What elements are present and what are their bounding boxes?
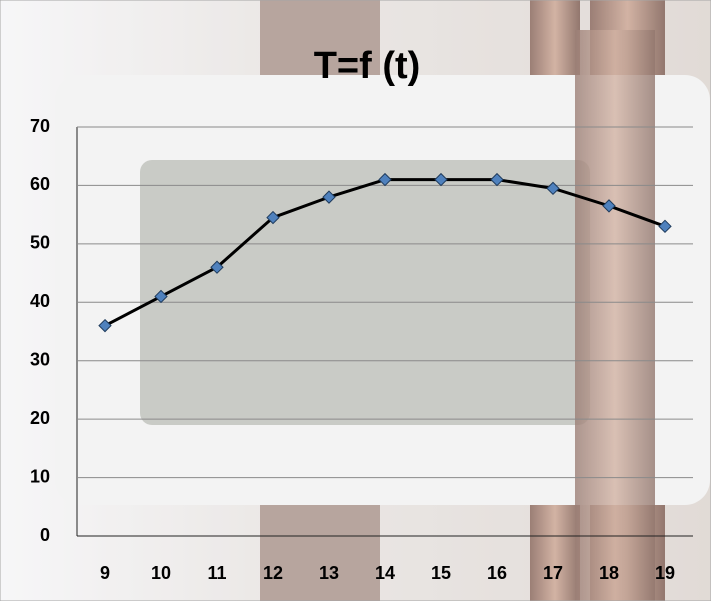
x-tick-label: 13	[319, 563, 339, 583]
x-tick-label: 19	[655, 563, 675, 583]
y-tick-label: 60	[30, 174, 50, 194]
y-tick-label: 40	[30, 291, 50, 311]
y-tick-label: 30	[30, 349, 50, 369]
x-tick-label: 10	[151, 563, 171, 583]
x-tick-label: 11	[207, 563, 226, 583]
x-tick-label: 16	[487, 563, 507, 583]
x-tick-label: 9	[100, 563, 110, 583]
y-tick-label: 70	[30, 116, 50, 136]
chart-title: T=f (t)	[314, 45, 421, 87]
background-photo	[0, 0, 711, 601]
y-tick-label: 20	[30, 408, 50, 428]
y-tick-label: 50	[30, 233, 50, 253]
x-tick-label: 15	[431, 563, 451, 583]
chart: T=f (t) 0 10 20 30 40 50 60 70 9 10 11 12 13 14 15 16 17…	[0, 0, 711, 601]
x-tick-label: 12	[263, 563, 283, 583]
x-tick-label: 18	[599, 563, 619, 583]
y-tick-label: 0	[40, 525, 50, 545]
y-tick-label: 10	[30, 466, 50, 486]
x-tick-label: 14	[375, 563, 395, 583]
x-tick-label: 17	[543, 563, 563, 583]
